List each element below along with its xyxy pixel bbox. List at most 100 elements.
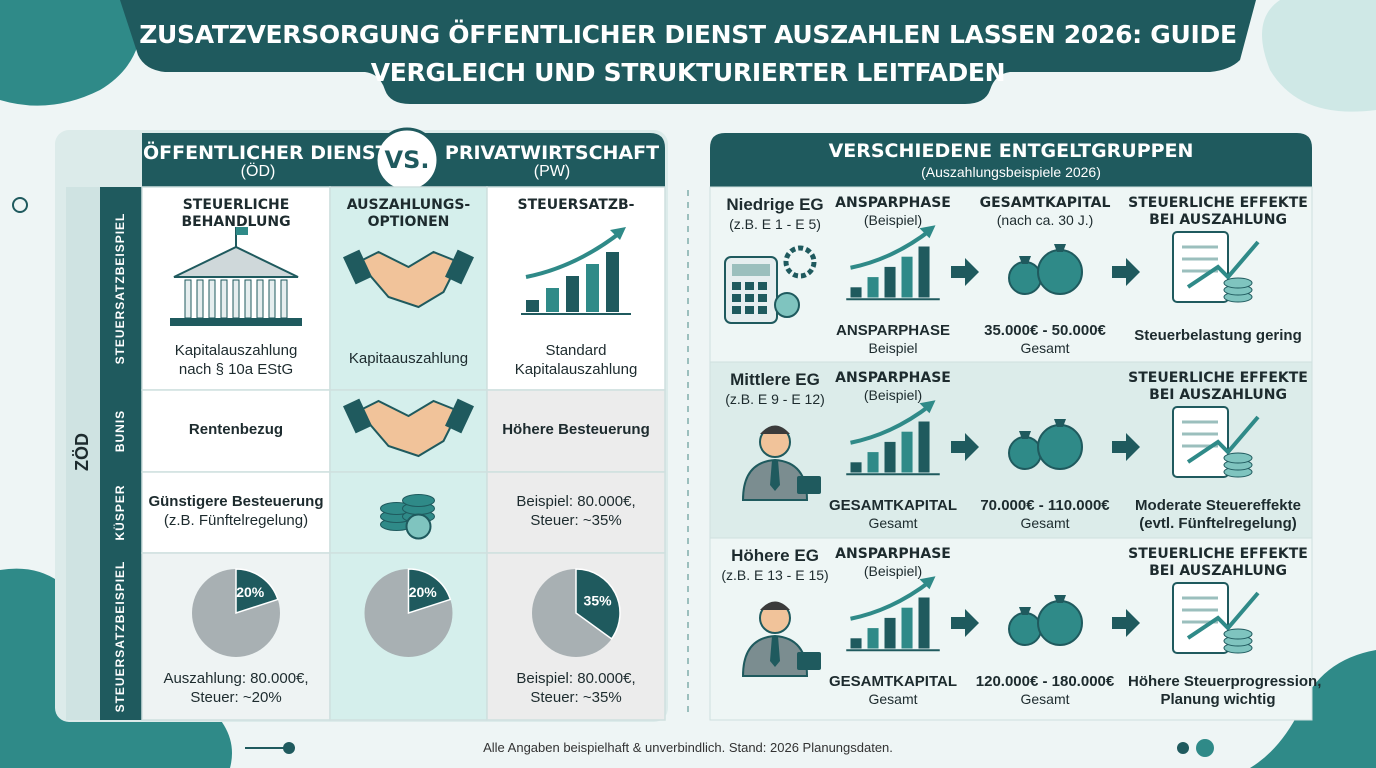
- icon: [774, 292, 800, 318]
- column-bottom-label: 70.000€ - 110.000€: [980, 497, 1110, 514]
- column-top-label: ANSPARPHASE: [835, 370, 951, 386]
- icon: [256, 279, 264, 319]
- icon: [566, 276, 579, 312]
- icon: [343, 398, 372, 434]
- column-bottom-label: (evtl. Fünftelregelung): [1139, 515, 1297, 532]
- icon: [1223, 628, 1253, 640]
- icon: [919, 225, 936, 239]
- column-bottom-label: GESAMTKAPITAL: [828, 497, 958, 514]
- icon: [610, 227, 626, 240]
- icon: [1172, 406, 1229, 478]
- icon: [884, 266, 896, 298]
- icon: [170, 318, 302, 326]
- cell: [486, 471, 666, 554]
- icon: [1008, 612, 1042, 646]
- icon: [546, 288, 559, 312]
- row-label: STEUERSATZBEISPIEL: [113, 213, 127, 365]
- icon: [760, 601, 790, 610]
- icon: [732, 264, 770, 276]
- column-top-label: GESAMTKAPITAL: [979, 195, 1111, 211]
- decor: [12, 197, 28, 213]
- icon: [1172, 231, 1229, 303]
- icon: [405, 513, 432, 540]
- corner-blob: [1262, 0, 1376, 112]
- column-top-label: ANSPARPHASE: [835, 546, 951, 562]
- group-name: Höhere EG: [731, 546, 819, 565]
- icon: [244, 279, 252, 319]
- column-bottom-label: 120.000€ - 180.000€: [975, 673, 1115, 690]
- cell: [486, 389, 666, 473]
- icon: [1054, 419, 1066, 427]
- icon: [850, 402, 933, 445]
- icon: [232, 279, 240, 319]
- icon: [919, 400, 936, 414]
- icon: [1186, 240, 1260, 289]
- column-top-label: (Beispiel): [863, 563, 923, 579]
- icon: [343, 249, 372, 285]
- flow-arrow: [951, 258, 979, 286]
- icon: [1019, 431, 1031, 439]
- cell-text: (z.B. Fünftelregelung): [163, 511, 309, 529]
- icon: [1037, 424, 1083, 470]
- icon: [884, 441, 896, 473]
- cell-heading: OPTIONEN: [367, 214, 450, 230]
- cell-text: Steuer: ~20%: [190, 689, 282, 706]
- icon: [901, 256, 913, 298]
- cell-text: Kapitalauszahlung: [174, 342, 298, 359]
- cell: [141, 471, 331, 554]
- icon: [208, 279, 216, 319]
- column-bottom-label: Gesamt: [868, 691, 918, 707]
- icon: [586, 264, 599, 312]
- cell-text: Beispiel: 80.000€,: [516, 670, 636, 687]
- group-range: (z.B. E 9 - E 12): [725, 391, 825, 407]
- decor: [1196, 739, 1214, 757]
- icon: [745, 282, 754, 290]
- icon: [1186, 415, 1260, 464]
- flow-arrow: [1112, 609, 1140, 637]
- pie-slice: [575, 568, 621, 640]
- panel-subtitle: (Auszahlungsbeispiele 2026): [921, 164, 1101, 180]
- column-top-label: (Beispiel): [863, 387, 923, 403]
- icon: [1019, 256, 1031, 264]
- title-banner: [120, 0, 1256, 104]
- column-bottom-label: Gesamt: [868, 515, 918, 531]
- column-bottom-label: Steuerbelastung gering: [1134, 327, 1302, 344]
- column-top-label: STEUERLICHE EFFEKTE: [1128, 370, 1308, 386]
- icon: [1008, 261, 1042, 295]
- column-header: (ÖD): [240, 163, 276, 180]
- icon: [732, 294, 741, 302]
- icon: [901, 607, 913, 649]
- pie-slice: [407, 568, 452, 615]
- icon: [797, 476, 821, 494]
- icon: [445, 249, 474, 285]
- icon: [918, 246, 930, 298]
- title: VERGLEICH UND STRUKTURIERTER LEITFADEN: [370, 58, 1006, 87]
- corner-blob: [0, 0, 142, 106]
- icon: [867, 628, 879, 649]
- icon: [918, 421, 930, 473]
- icon: [732, 306, 741, 314]
- side-column: [66, 187, 100, 720]
- icon: [850, 638, 862, 649]
- pie-label: 20%: [409, 584, 438, 600]
- icon: [732, 282, 741, 290]
- pie-label: 20%: [236, 584, 265, 600]
- icon: [758, 306, 767, 314]
- cell-text: Steuer: ~35%: [530, 511, 622, 529]
- column-bottom-label: GESAMTKAPITAL: [828, 673, 958, 690]
- icon: [1172, 582, 1229, 654]
- cell-text: Günstigere Besteuerung: [148, 492, 324, 510]
- icon: [797, 652, 821, 670]
- column-bottom-label: ANSPARPHASE: [836, 322, 950, 339]
- column-top-label: ANSPARPHASE: [835, 195, 951, 211]
- cell-text: Auszahlung: 80.000€,: [163, 670, 309, 687]
- icon: [770, 460, 780, 491]
- decor: [1177, 742, 1189, 754]
- column-bottom-label: Gesamt: [1020, 515, 1070, 531]
- cell-text: Steuer: ~35%: [530, 689, 622, 706]
- cell-heading: BEHANDLUNG: [181, 214, 291, 230]
- icon: [280, 279, 288, 319]
- icon: [402, 494, 435, 507]
- icon: [1223, 277, 1253, 289]
